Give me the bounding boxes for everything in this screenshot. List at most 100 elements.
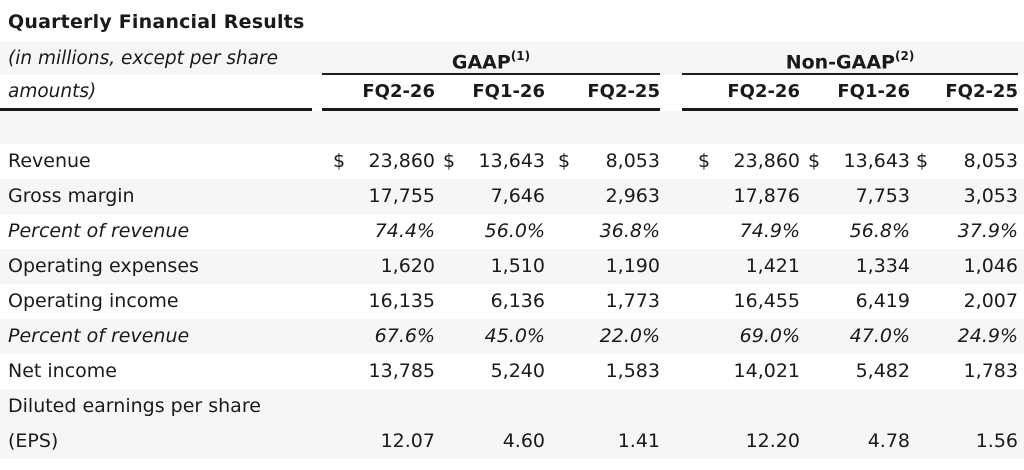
cell-nongaap-fq1-26: 47.0%	[849, 325, 910, 347]
row-label: Diluted earnings per share (EPS)	[0, 389, 322, 459]
cell-nongaap-fq1-26: 56.8%	[849, 220, 910, 242]
table-row-revenue: Revenue $23,860 $13,643 $8,053 $23,860 $…	[0, 144, 1024, 179]
currency-symbol: $	[443, 150, 456, 172]
column-header-gaap-fq2-25: FQ2-25	[587, 81, 660, 102]
row-label: Operating income	[8, 290, 179, 312]
cell-nongaap-fq2-25: 24.9%	[957, 325, 1018, 347]
table-row-percent-of-revenue-2: Percent of revenue 67.6% 45.0% 22.0% 69.…	[0, 319, 1024, 354]
row-label: Net income	[8, 360, 117, 382]
cell-gaap-fq2-25: 1,190	[605, 255, 660, 277]
cell-gaap-fq2-25: 36.8%	[599, 220, 660, 242]
cell-nongaap-fq2-26: 1,421	[745, 255, 800, 277]
cell-nongaap-fq2-26: 74.9%	[739, 220, 800, 242]
cell-gaap-fq2-26: $23,860	[322, 144, 435, 179]
cell-nongaap-fq1-26: 7,753	[855, 185, 910, 207]
unit-note: (in millions, except per share amounts)	[8, 48, 279, 102]
table-row-gross-margin: Gross margin 17,755 7,646 2,963 17,876 7…	[0, 179, 1024, 214]
cell-gaap-fq2-25: 1,583	[605, 360, 660, 382]
cell-gaap-fq2-25: $8,053	[545, 144, 660, 179]
cell-value: 23,860	[733, 150, 800, 172]
cell-gaap-fq2-25: 1,773	[605, 290, 660, 312]
row-label: Gross margin	[8, 185, 135, 207]
cell-gaap-fq2-26: 1,620	[380, 255, 435, 277]
row-label-line1: Diluted earnings per share	[8, 395, 261, 417]
cell-nongaap-fq2-26: 17,876	[733, 185, 800, 207]
currency-symbol: $	[333, 150, 346, 172]
table-row-operating-expenses: Operating expenses 1,620 1,510 1,190 1,4…	[0, 249, 1024, 284]
cell-nongaap-fq2-26: 16,455	[733, 290, 800, 312]
page-title: Quarterly Financial Results	[8, 11, 305, 33]
cell-nongaap-fq2-25: 1,046	[963, 255, 1018, 277]
table-body: Revenue $23,860 $13,643 $8,053 $23,860 $…	[0, 144, 1024, 459]
cell-nongaap-fq2-25: 2,007	[963, 290, 1018, 312]
cell-nongaap-fq1-26: 1,334	[855, 255, 910, 277]
cell-nongaap-fq2-26: 69.0%	[739, 325, 800, 347]
row-label: Operating expenses	[8, 255, 199, 277]
table-header: (in millions, except per share amounts) …	[0, 42, 1024, 108]
cell-value: 13,643	[843, 150, 910, 172]
table-row-percent-of-revenue: Percent of revenue 74.4% 56.0% 36.8% 74.…	[0, 214, 1024, 249]
column-group-nongaap: Non-GAAP(2)	[682, 42, 1018, 75]
cell-nongaap-fq2-25: 1.56	[975, 430, 1018, 452]
cell-nongaap-fq1-26: $13,643	[800, 144, 910, 179]
cell-gaap-fq1-26: 56.0%	[484, 220, 545, 242]
cell-nongaap-fq1-26: 5,482	[855, 360, 910, 382]
cell-gaap-fq2-25: 1.41	[617, 430, 660, 452]
cell-gaap-fq1-26: 6,136	[490, 290, 545, 312]
row-label: Revenue	[8, 150, 91, 172]
spacer-row	[0, 111, 1024, 144]
cell-gaap-fq1-26: 7,646	[490, 185, 545, 207]
footnote-marker-1: (1)	[510, 49, 531, 63]
cell-nongaap-fq2-26: $23,860	[682, 144, 800, 179]
column-header-nongaap-fq1-26: FQ1-26	[837, 81, 910, 102]
column-header-gaap-fq2-26: FQ2-26	[362, 81, 435, 102]
row-label: Percent of revenue	[8, 325, 190, 347]
row-label: Percent of revenue	[8, 220, 190, 242]
header-divider-label-segment	[0, 108, 312, 111]
table-row-operating-income: Operating income 16,135 6,136 1,773 16,4…	[0, 284, 1024, 319]
row-label-line2: (EPS)	[8, 430, 59, 452]
header-divider-nongaap-segment	[682, 108, 1018, 111]
cell-gaap-fq2-26: 67.6%	[374, 325, 435, 347]
cell-nongaap-fq2-25: 37.9%	[957, 220, 1018, 242]
footnote-marker-2: (2)	[894, 49, 915, 63]
cell-gaap-fq1-26: $13,643	[435, 144, 545, 179]
cell-gaap-fq2-25: 2,963	[605, 185, 660, 207]
cell-value: 8,053	[605, 150, 660, 172]
column-group-gaap: GAAP(1)	[322, 42, 660, 75]
cell-nongaap-fq2-25: $8,053	[910, 144, 1018, 179]
cell-gaap-fq1-26: 1,510	[490, 255, 545, 277]
currency-symbol: $	[698, 150, 711, 172]
cell-gaap-fq2-26: 74.4%	[374, 220, 435, 242]
header-stripe	[0, 42, 1024, 75]
cell-nongaap-fq2-26: 14,021	[733, 360, 800, 382]
cell-nongaap-fq1-26: 6,419	[855, 290, 910, 312]
cell-value: 13,643	[478, 150, 545, 172]
cell-gaap-fq2-25: 22.0%	[599, 325, 660, 347]
cell-nongaap-fq2-26: 12.20	[745, 430, 800, 452]
cell-gaap-fq2-26: 17,755	[368, 185, 435, 207]
header-divider-gaap-segment	[322, 108, 660, 111]
cell-value: 23,860	[368, 150, 435, 172]
cell-gaap-fq2-26: 12.07	[380, 430, 435, 452]
cell-gaap-fq2-26: 13,785	[368, 360, 435, 382]
cell-value: 8,053	[963, 150, 1018, 172]
column-header-nongaap-fq2-25: FQ2-25	[945, 81, 1018, 102]
table-row-net-income: Net income 13,785 5,240 1,583 14,021 5,4…	[0, 354, 1024, 389]
cell-gaap-fq1-26: 45.0%	[484, 325, 545, 347]
table-row-diluted-eps: Diluted earnings per share (EPS) 12.07 4…	[0, 389, 1024, 459]
currency-symbol: $	[808, 150, 821, 172]
currency-symbol: $	[558, 150, 571, 172]
header-divider	[0, 108, 1024, 111]
cell-gaap-fq2-26: 16,135	[368, 290, 435, 312]
cell-gaap-fq1-26: 4.60	[502, 430, 545, 452]
column-header-gaap-fq1-26: FQ1-26	[472, 81, 545, 102]
gaap-label: GAAP	[451, 51, 511, 74]
cell-nongaap-fq2-25: 1,783	[963, 360, 1018, 382]
cell-nongaap-fq2-25: 3,053	[963, 185, 1018, 207]
column-header-nongaap-fq2-26: FQ2-26	[727, 81, 800, 102]
cell-gaap-fq1-26: 5,240	[490, 360, 545, 382]
cell-nongaap-fq1-26: 4.78	[867, 430, 910, 452]
nongaap-label: Non-GAAP	[785, 51, 895, 74]
